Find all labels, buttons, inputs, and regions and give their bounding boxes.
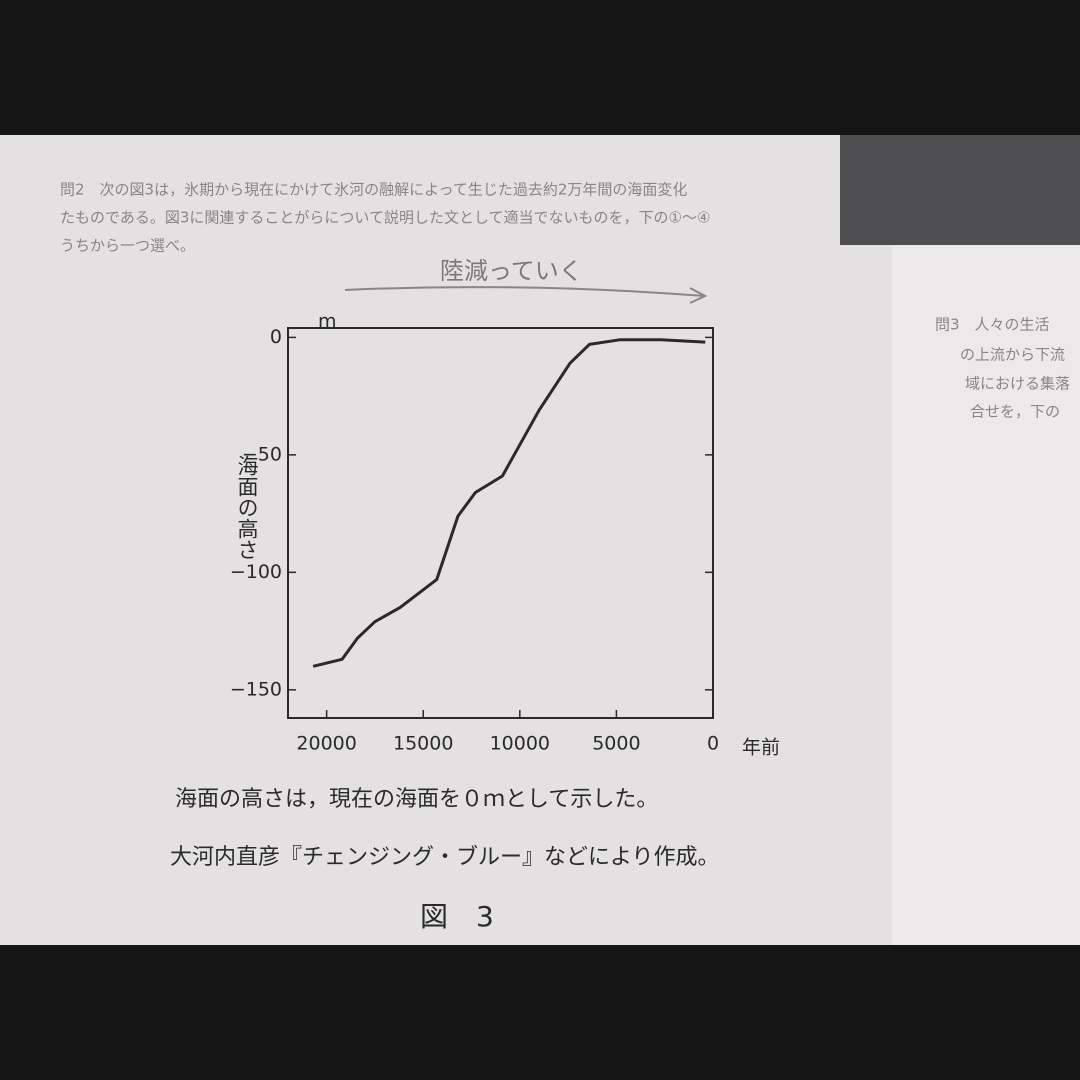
y-unit: m — [318, 311, 337, 333]
figure-label: 図 3 — [420, 900, 494, 933]
question-line: 問2 次の図3は，氷期から現在にかけて氷河の融解によって生じた過去約2万年間の海… — [60, 181, 687, 199]
sea-level-line — [312, 338, 706, 668]
right-line: の上流から下流 — [960, 346, 1065, 364]
question-line: たものである。図3に関連することがらについて説明した文として適当でないものを，下… — [60, 209, 710, 227]
plot-frame — [287, 327, 714, 719]
arrow — [344, 286, 708, 304]
right-line: 問3 人々の生活 — [935, 316, 1050, 334]
y-tick-label: −100 — [230, 561, 282, 583]
x-tick-label: 0 — [707, 733, 719, 755]
right-page — [892, 245, 1080, 945]
x-tick-label: 20000 — [296, 733, 356, 755]
x-tick-label: 15000 — [393, 733, 453, 755]
right-line: 合せを，下の — [970, 403, 1060, 421]
x-tick-label: 5000 — [592, 733, 640, 755]
y-tick-label: −150 — [230, 678, 282, 700]
handwritten-note: 陸減っていく — [440, 257, 583, 285]
right-line: 域における集落 — [965, 375, 1070, 393]
dark-corner — [840, 135, 1080, 245]
y-tick-label: −50 — [242, 443, 282, 465]
note: 大河内直彦『チェンジング・ブルー』などにより作成。 — [170, 845, 720, 870]
question-line: うちから一つ選べ。 — [60, 237, 195, 255]
x-tick-label: 10000 — [490, 733, 550, 755]
note: 海面の高さは，現在の海面を０ｍとして示した。 — [175, 787, 658, 812]
y-tick-label: 0 — [270, 326, 282, 348]
x-unit: 年前 — [742, 737, 780, 759]
y-axis-label: 海面の高さ — [235, 455, 259, 560]
